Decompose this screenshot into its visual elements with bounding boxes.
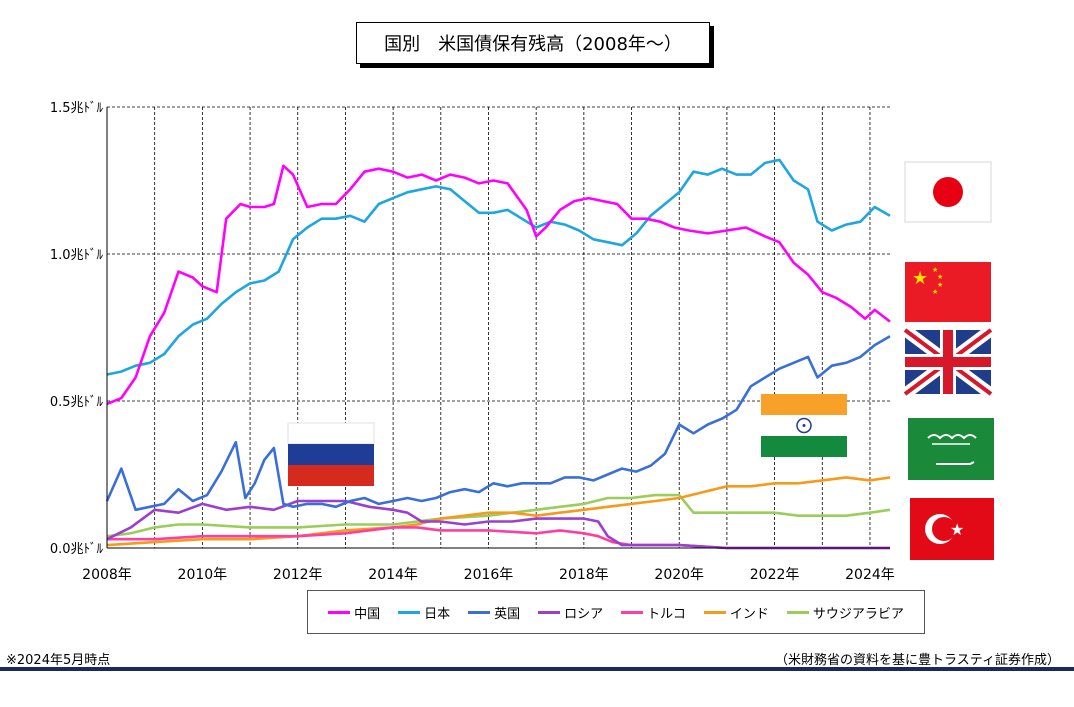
legend-item: 日本 [398,603,450,622]
legend-swatch [328,610,351,614]
series-line-中国 [106,164,891,406]
x-tick-label: 2024年 [845,567,895,583]
flag-china: ★ ★ ★ ★ ★ [905,262,991,322]
svg-text:★: ★ [932,266,938,274]
svg-text:★: ★ [932,288,938,296]
x-tick-label: 2008年 [82,567,132,583]
flag-russia [287,422,375,486]
svg-text:★: ★ [912,268,928,289]
axes: 0.0兆ﾄﾞﾙ 0.5兆ﾄﾞﾙ 1.0兆ﾄﾞﾙ 1.5兆ﾄﾞﾙ 2008年 2010年 20… [50,101,895,583]
flag-india [761,394,847,457]
series-line-トルコ [107,526,890,550]
footnote: ※2024年5月時点 [6,653,111,668]
legend-item: ロシア [538,603,603,622]
x-tick-label: 2012年 [273,567,323,583]
x-tick-label: 2010年 [178,567,228,583]
legend-swatch [538,610,561,614]
x-tick-label: 2022年 [750,567,800,583]
legend-item: サウジアラビア [786,603,904,622]
legend-label: 英国 [494,606,521,622]
y-tick-label: 1.0兆ﾄﾞﾙ [50,248,104,263]
legend-label: ロシア [564,606,604,622]
flag-japan [904,161,992,223]
bottom-rule [0,667,1074,671]
legend-item: インド [703,603,769,622]
grid [107,106,890,548]
chart-title: 国別 米国債保有残高（2008年～） [356,22,710,64]
flag-saudi-arabia [908,418,994,480]
legend-swatch [621,610,644,614]
y-tick-label: 1.5兆ﾄﾞﾙ [50,101,104,116]
x-tick-label: 2018年 [559,567,609,583]
legend-item: 英国 [468,603,520,622]
x-tick-label: 2014年 [368,567,418,583]
legend-label: インド [729,606,769,622]
legend-label: 日本 [424,606,451,622]
svg-text:★: ★ [937,273,943,281]
x-tick-label: 2016年 [464,567,514,583]
flag-uk [901,325,995,399]
flag-turkey: ★ [910,498,994,560]
y-tick-label: 0.0兆ﾄﾞﾙ [50,542,104,557]
legend-swatch [703,610,726,614]
x-tick-label: 2020年 [654,567,704,583]
series-line-サウジアラビア [106,493,891,538]
legend-swatch [786,610,809,614]
series-line-日本 [106,158,891,376]
series-line-ロシア [106,499,890,550]
legend-item: 中国 [328,603,380,622]
series-line-英国 [105,335,891,512]
legend: 中国 日本 英国 ロシア トルコ インド サウジアラビア [307,590,925,634]
legend-label: トルコ [647,606,686,622]
series-lines [105,158,891,550]
legend-item: トルコ [621,603,686,622]
country-flags: ★ ★ ★ ★ ★ ★ [287,161,995,560]
svg-text:★: ★ [950,520,964,539]
series-line-インド [106,476,891,547]
source-note: （米財務省の資料を基に豊トラスティ証券作成） [775,653,1060,668]
svg-text:★: ★ [937,281,943,289]
legend-swatch [468,610,491,614]
legend-swatch [398,610,421,614]
legend-label: サウジアラビア [812,606,904,622]
y-tick-label: 0.5兆ﾄﾞﾙ [50,395,104,410]
legend-label: 中国 [354,606,381,622]
